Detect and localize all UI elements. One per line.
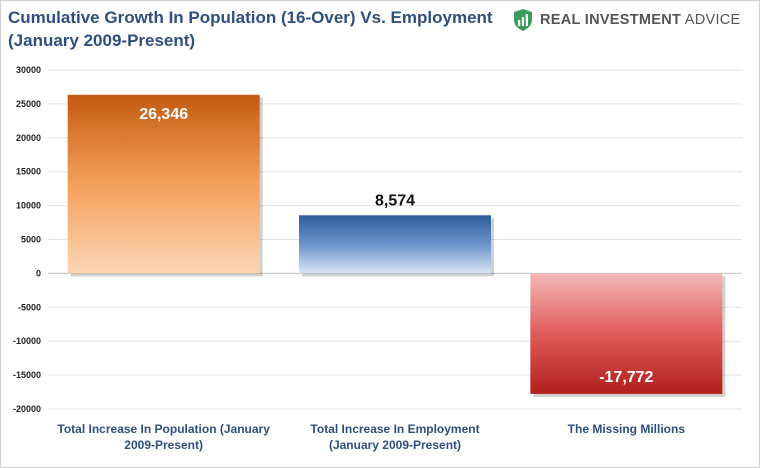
y-tick-label: -20000: [13, 404, 41, 414]
category-label: The Missing Millions: [568, 422, 686, 436]
y-tick-label: 10000: [16, 201, 41, 211]
data-labels: 26,346 8,574 -17,772: [139, 106, 653, 386]
y-tick-label: 15000: [16, 167, 41, 177]
y-tick-label: 0: [36, 268, 41, 278]
y-tick-label: -15000: [13, 370, 41, 380]
bar: [299, 215, 491, 274]
y-tick-label: 20000: [16, 133, 41, 143]
y-tick-label: -10000: [13, 336, 41, 346]
chart-title: Cumulative Growth In Population (16-Over…: [8, 6, 508, 52]
bars: [67, 94, 726, 397]
data-label: 26,346: [139, 106, 188, 123]
brand-name: REAL INVESTMENT ADVICE: [540, 12, 741, 28]
data-label: 8,574: [375, 192, 415, 209]
brand-logo: REAL INVESTMENT ADVICE: [512, 8, 741, 32]
category-label: (January 2009-Present): [329, 438, 461, 452]
chart-title-line-1: Cumulative Growth In Population (16-Over…: [8, 8, 493, 27]
data-label: -17,772: [599, 369, 653, 386]
y-tick-label: 30000: [16, 65, 41, 75]
y-axis-ticks: 30000 25000 20000 15000 10000 5000 0 -5000 -1000…: [13, 65, 41, 414]
bar: [530, 273, 723, 394]
y-tick-label: 5000: [21, 235, 41, 245]
category-label: Total Increase In Population (January: [57, 422, 270, 436]
y-tick-label: -5000: [18, 302, 41, 312]
category-labels: Total Increase In Population (January 200…: [57, 422, 685, 452]
category-label: 2009-Present): [124, 438, 203, 452]
bar: [67, 94, 260, 274]
chart-title-line-2: (January 2009-Present): [8, 31, 196, 50]
shield-icon: [514, 9, 532, 31]
y-tick-label: 25000: [16, 99, 41, 109]
category-label: Total Increase In Employment: [310, 422, 479, 436]
